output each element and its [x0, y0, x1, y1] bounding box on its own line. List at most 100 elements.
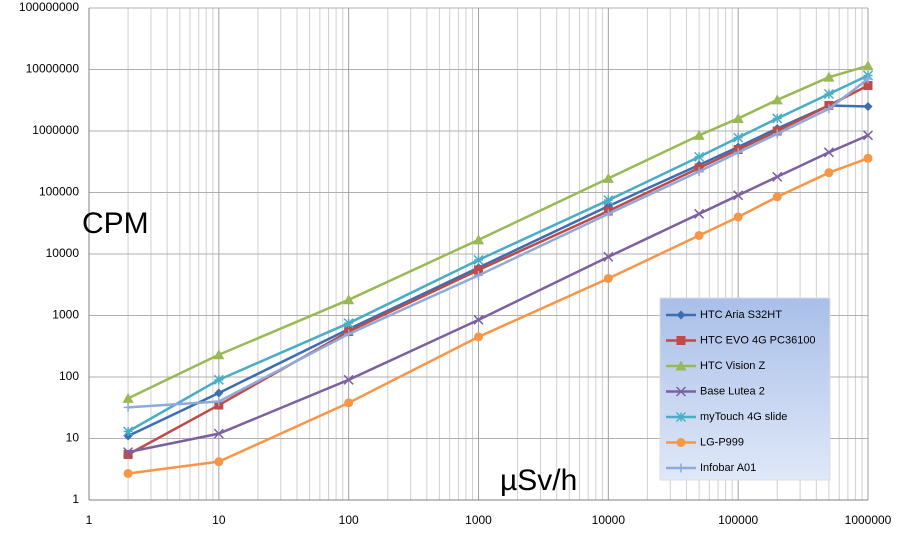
series [122, 60, 874, 403]
marker [823, 147, 834, 158]
x-axis-label: µSv/h [500, 464, 577, 497]
legend-label: Infobar A01 [700, 462, 756, 474]
y-tick-label: 10000 [46, 246, 80, 260]
marker [214, 396, 224, 406]
marker [676, 310, 686, 320]
marker [123, 447, 134, 458]
legend-label: LG-P999 [700, 436, 744, 448]
marker [676, 336, 686, 345]
marker [693, 129, 705, 140]
marker [862, 130, 874, 141]
marker [694, 151, 705, 162]
marker [214, 457, 224, 467]
marker [733, 190, 744, 201]
y-tick-label: 100 [59, 369, 79, 383]
marker [603, 273, 613, 283]
series-line [127, 74, 869, 433]
marker [123, 402, 133, 412]
marker [863, 102, 873, 112]
marker [694, 230, 704, 240]
marker [474, 270, 483, 280]
marker [733, 212, 743, 222]
x-tick-label: 100 [339, 513, 359, 527]
marker [823, 71, 835, 82]
marker [772, 171, 783, 182]
marker [213, 428, 224, 439]
series-line [127, 134, 869, 454]
x-tick-label: 100000 [718, 513, 758, 527]
marker [694, 208, 705, 219]
x-tick-label: 1000000 [845, 513, 892, 527]
marker [603, 209, 613, 219]
plot [122, 60, 874, 478]
marker [694, 166, 704, 176]
series [123, 74, 873, 412]
marker [123, 426, 134, 437]
y-tick-label: 100000000 [19, 0, 79, 14]
x-tick-label: 1000 [465, 513, 492, 527]
marker [824, 168, 834, 178]
marker [473, 234, 484, 245]
marker [824, 104, 834, 114]
marker [213, 349, 225, 360]
marker [772, 129, 782, 139]
marker [733, 147, 743, 157]
marker [603, 251, 614, 262]
marker [122, 392, 134, 403]
marker [343, 374, 354, 385]
marker [675, 411, 687, 423]
marker [214, 388, 224, 398]
legend-label: HTC Vision Z [700, 360, 765, 372]
marker [123, 449, 133, 459]
marker [474, 332, 483, 342]
marker [213, 374, 224, 385]
y-tick-label: 10000000 [26, 62, 80, 76]
legend-label: Base Lutea 2 [700, 385, 765, 397]
y-axis-label: CPM [82, 207, 149, 240]
marker [473, 314, 484, 325]
y-tick-label: 1000 [52, 308, 79, 322]
y-tick-label: 1 [72, 492, 79, 506]
marker [676, 463, 686, 473]
marker [343, 318, 354, 329]
y-tick-label: 100000 [39, 185, 79, 199]
legend-label: myTouch 4G slide [700, 411, 787, 423]
marker [771, 94, 783, 105]
legend-label: HTC EVO 4G PC36100 [700, 334, 816, 346]
marker [772, 113, 783, 124]
marker [862, 60, 874, 71]
marker [602, 172, 614, 183]
marker [473, 254, 484, 265]
y-tick-label: 10 [66, 431, 80, 445]
marker [675, 360, 687, 371]
series [123, 130, 874, 458]
marker [823, 88, 834, 100]
marker [863, 80, 873, 90]
marker [732, 112, 744, 123]
marker [344, 329, 354, 339]
marker [772, 192, 782, 202]
series-line [128, 78, 869, 409]
marker [676, 438, 686, 447]
legend-box [659, 297, 831, 481]
marker [675, 386, 687, 397]
legend: HTC Aria S32HT HTC EVO 4G PC36100 HTC Visi… [666, 309, 816, 474]
marker [603, 195, 614, 206]
marker [123, 468, 133, 478]
y-tick-label: 1000000 [32, 123, 79, 137]
marker [733, 132, 744, 143]
series-line [127, 64, 869, 400]
series [123, 153, 873, 478]
marker [474, 265, 483, 275]
series-line [127, 157, 869, 475]
x-tick-label: 1 [86, 513, 93, 527]
marker [863, 74, 873, 84]
marker [344, 398, 354, 408]
x-tick-label: 10000 [592, 513, 626, 527]
legend-label: HTC Aria S32HT [700, 309, 782, 321]
x-tick-label: 10 [212, 513, 226, 527]
marker [863, 153, 873, 163]
marker [343, 294, 355, 305]
